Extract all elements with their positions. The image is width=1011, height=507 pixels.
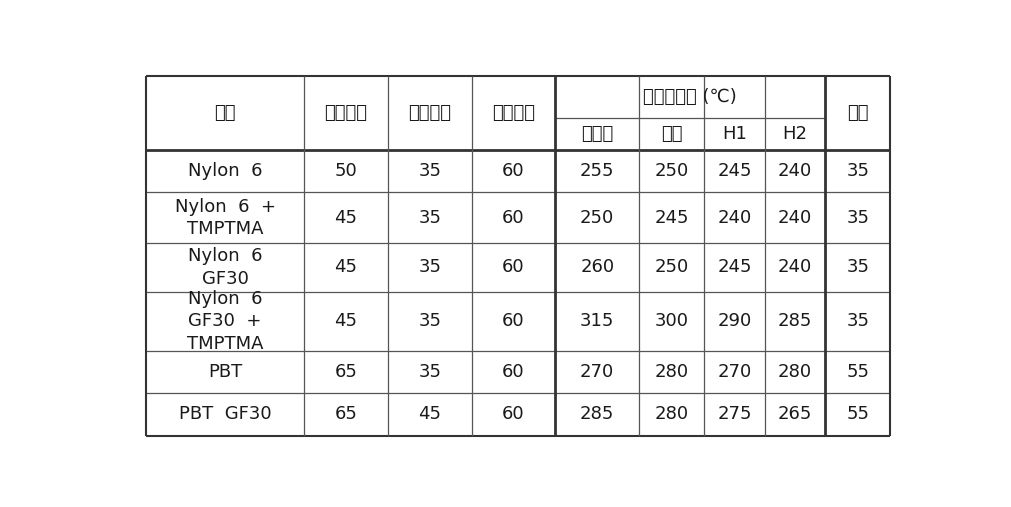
Text: 280: 280: [777, 363, 812, 381]
Text: 280: 280: [654, 363, 688, 381]
Text: 노즐: 노즐: [661, 125, 682, 143]
Text: 250: 250: [654, 259, 688, 276]
Text: 55: 55: [846, 406, 869, 423]
Text: PBT  GF30: PBT GF30: [179, 406, 271, 423]
Text: 265: 265: [777, 406, 812, 423]
Text: 270: 270: [580, 363, 615, 381]
Text: 240: 240: [777, 209, 812, 227]
Text: H2: H2: [783, 125, 808, 143]
Text: 285: 285: [580, 406, 615, 423]
Text: 315: 315: [580, 312, 615, 331]
Text: 사출속도: 사출속도: [408, 104, 451, 122]
Text: 45: 45: [335, 312, 358, 331]
Text: 35: 35: [846, 162, 869, 180]
Text: 35: 35: [419, 209, 441, 227]
Text: 300: 300: [655, 312, 688, 331]
Text: 60: 60: [502, 162, 525, 180]
Text: 60: 60: [502, 312, 525, 331]
Text: 275: 275: [717, 406, 752, 423]
Text: 240: 240: [777, 162, 812, 180]
Text: 245: 245: [717, 162, 752, 180]
Text: 55: 55: [846, 363, 869, 381]
Text: 250: 250: [580, 209, 615, 227]
Text: 장노즐: 장노즐: [581, 125, 614, 143]
Text: Nylon  6
GF30: Nylon 6 GF30: [188, 247, 262, 287]
Text: 보압: 보압: [847, 104, 868, 122]
Text: 65: 65: [335, 363, 358, 381]
Text: 280: 280: [654, 406, 688, 423]
Text: 290: 290: [718, 312, 751, 331]
Text: 35: 35: [419, 259, 441, 276]
Text: 사출압력: 사출압력: [325, 104, 368, 122]
Text: 실린더온도 (℃): 실린더온도 (℃): [643, 88, 737, 106]
Text: 35: 35: [419, 363, 441, 381]
Text: 255: 255: [580, 162, 615, 180]
Text: 45: 45: [335, 259, 358, 276]
Text: 245: 245: [717, 259, 752, 276]
Text: 240: 240: [777, 259, 812, 276]
Text: Nylon  6  +
TMPTMA: Nylon 6 + TMPTMA: [175, 198, 276, 238]
Text: 35: 35: [846, 259, 869, 276]
Text: 245: 245: [654, 209, 688, 227]
Text: 재료: 재료: [214, 104, 236, 122]
Text: PBT: PBT: [208, 363, 243, 381]
Text: 240: 240: [718, 209, 751, 227]
Text: 35: 35: [846, 312, 869, 331]
Text: 250: 250: [654, 162, 688, 180]
Text: 35: 35: [419, 162, 441, 180]
Text: 60: 60: [502, 209, 525, 227]
Text: 285: 285: [777, 312, 812, 331]
Text: 270: 270: [718, 363, 751, 381]
Text: 60: 60: [502, 363, 525, 381]
Text: 45: 45: [419, 406, 441, 423]
Text: 65: 65: [335, 406, 358, 423]
Text: Nylon  6
GF30  +
TMPTMA: Nylon 6 GF30 + TMPTMA: [187, 290, 263, 352]
Text: 60: 60: [502, 406, 525, 423]
Text: 35: 35: [846, 209, 869, 227]
Text: 금형온도: 금형온도: [492, 104, 535, 122]
Text: H1: H1: [722, 125, 747, 143]
Text: 260: 260: [580, 259, 615, 276]
Text: Nylon  6: Nylon 6: [188, 162, 262, 180]
Text: 50: 50: [335, 162, 357, 180]
Text: 45: 45: [335, 209, 358, 227]
Text: 35: 35: [419, 312, 441, 331]
Text: 60: 60: [502, 259, 525, 276]
